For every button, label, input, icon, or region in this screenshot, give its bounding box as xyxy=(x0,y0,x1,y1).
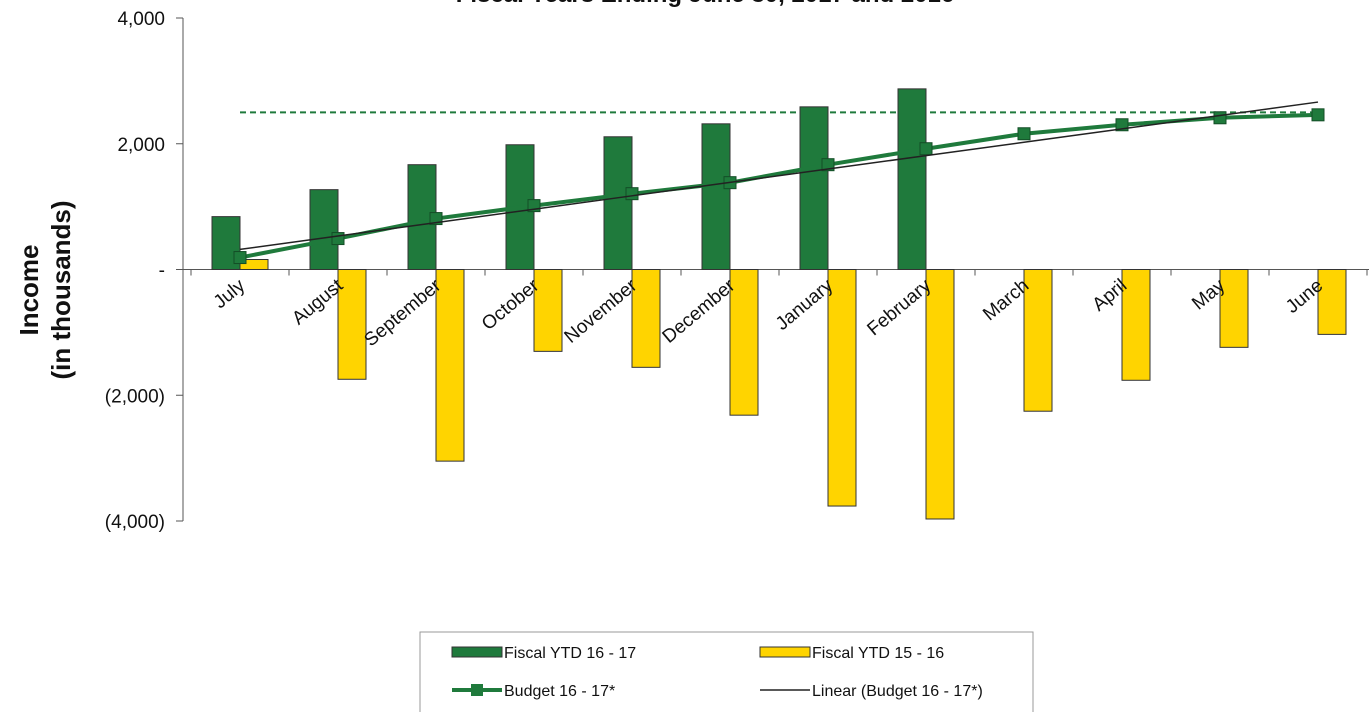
budget-line xyxy=(239,112,1319,260)
budget-marker xyxy=(625,187,639,201)
bar xyxy=(631,269,661,368)
legend-label: Fiscal YTD 15 - 16 xyxy=(812,645,944,662)
bar xyxy=(435,269,465,462)
bar xyxy=(1023,269,1053,412)
bar xyxy=(533,269,563,352)
bar xyxy=(925,269,955,520)
x-tick-label: December xyxy=(659,275,740,348)
legend-label: Fiscal YTD 16 - 17 xyxy=(504,645,636,662)
y-axis-label: (in thousands) xyxy=(46,200,76,379)
legend-swatch xyxy=(759,646,811,658)
bar xyxy=(729,269,759,416)
y-tick-label: 2,000 xyxy=(117,135,165,156)
bar xyxy=(827,269,857,507)
bar xyxy=(897,88,927,270)
x-tick-label: September xyxy=(361,275,446,351)
trend-line xyxy=(239,101,1319,251)
bar xyxy=(337,269,367,380)
budget-marker xyxy=(331,232,345,246)
budget-marker xyxy=(233,251,247,265)
budget-marker xyxy=(821,158,835,172)
chart-title: Fiscal Years Ending June 30, 2017 and 20… xyxy=(456,0,955,8)
x-tick-label: February xyxy=(863,275,935,340)
bar xyxy=(1317,269,1347,335)
budget-marker xyxy=(919,142,933,156)
budget-marker xyxy=(1311,108,1325,122)
y-tick-label: 4,000 xyxy=(117,9,165,30)
legend-swatch xyxy=(451,646,503,658)
legend-marker xyxy=(471,684,483,696)
y-tick-label: (4,000) xyxy=(105,512,165,533)
y-tick-label: - xyxy=(159,261,165,282)
bar xyxy=(701,123,731,271)
x-tick-label: July xyxy=(210,275,250,313)
bar xyxy=(1121,269,1151,381)
y-tick-label: (2,000) xyxy=(105,386,165,407)
bar xyxy=(239,259,269,270)
bar xyxy=(603,136,633,270)
bar xyxy=(309,189,339,270)
y-axis-label: Income xyxy=(14,244,44,335)
bar xyxy=(1219,269,1249,348)
budget-marker xyxy=(1017,127,1031,141)
legend-label: Budget 16 - 17* xyxy=(504,683,615,700)
legend-label: Linear (Budget 16 - 17*) xyxy=(812,683,983,700)
budget-marker xyxy=(1213,111,1227,125)
legend-box xyxy=(419,631,1034,712)
bar xyxy=(799,106,829,270)
x-tick-label: November xyxy=(561,275,642,348)
